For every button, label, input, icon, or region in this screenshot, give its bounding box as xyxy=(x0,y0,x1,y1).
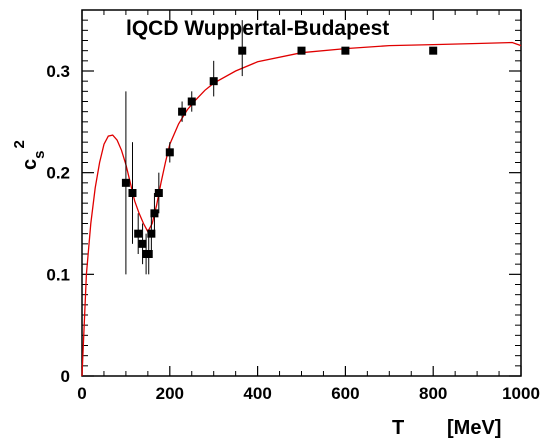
svg-text:cs2: cs2 xyxy=(11,140,48,170)
plot-frame xyxy=(81,9,522,377)
x-axis-label: T xyxy=(392,417,404,439)
x-tick-label: 400 xyxy=(243,384,271,403)
x-tick-label: 600 xyxy=(331,384,359,403)
data-point xyxy=(178,107,187,116)
data-point xyxy=(297,46,306,55)
data-point xyxy=(150,209,159,218)
data-point xyxy=(429,46,438,55)
model-curve xyxy=(81,41,522,377)
data-point xyxy=(128,189,137,197)
data-point xyxy=(147,229,156,238)
x-tick-label: 800 xyxy=(419,384,447,403)
y-tick-label: 0.1 xyxy=(46,265,70,284)
model-curve-group xyxy=(81,41,522,377)
x-tick-label: 200 xyxy=(156,384,184,403)
y-axis-label-sup: 2 xyxy=(11,140,28,148)
data-point xyxy=(341,46,350,55)
x-axis-unit: [MeV] xyxy=(447,417,501,439)
data-point xyxy=(121,178,130,187)
y-axis-label-sub: s xyxy=(31,151,48,159)
data-point xyxy=(154,189,163,197)
data-point xyxy=(165,148,174,157)
data-point xyxy=(134,229,143,238)
chart-title: lQCD Wuppertal-Budapest xyxy=(126,17,389,40)
axis-ticks: 0 200 400 600 800 1000 0 0.1 0.2 0.3 xyxy=(46,10,540,403)
x-tick-label: 1000 xyxy=(502,384,540,403)
data-point xyxy=(209,77,218,86)
x-tick-label: 0 xyxy=(77,384,86,403)
y-tick-label: 0 xyxy=(61,367,70,386)
y-tick-label: 0.3 xyxy=(46,62,70,81)
data-point xyxy=(138,239,147,248)
data-point xyxy=(238,46,247,55)
y-axis-label: cs2 xyxy=(11,140,48,170)
y-axis-label-base: c xyxy=(19,159,41,170)
y-tick-label: 0.2 xyxy=(46,164,70,183)
data-points-group xyxy=(121,20,438,275)
data-point xyxy=(187,97,196,106)
data-point xyxy=(144,250,153,258)
